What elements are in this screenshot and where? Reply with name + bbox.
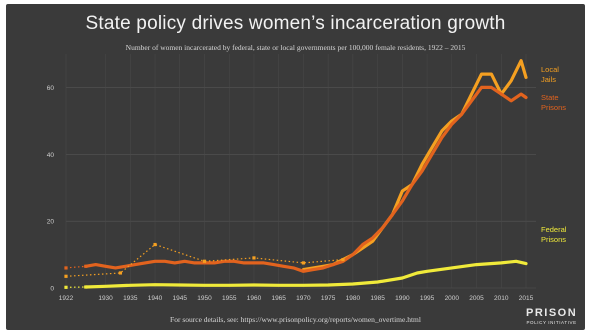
data-point-marker [84, 264, 88, 268]
x-tick-label: 1950 [197, 295, 212, 302]
x-tick-label: 1975 [321, 295, 336, 302]
x-tick-label: 1922 [59, 295, 74, 302]
y-tick-label: 40 [47, 152, 55, 159]
x-tick-label: 1935 [123, 295, 138, 302]
dotted-series-line [65, 265, 86, 269]
data-point-marker [341, 257, 345, 262]
data-point-marker [84, 285, 88, 289]
logo-sub-text: POLICY INITIATIVE [526, 320, 577, 325]
series-line [301, 59, 528, 272]
x-tick-label: 1995 [420, 295, 435, 302]
data-point-marker [118, 271, 123, 275]
x-tick-label: 2010 [494, 295, 509, 302]
series-line [84, 85, 528, 273]
data-point-marker [301, 261, 306, 265]
prison-policy-logo: PRISON POLICY INITIATIVE [526, 308, 577, 328]
x-tick-label: 1990 [395, 295, 410, 302]
series-label: Prisons [541, 103, 566, 112]
x-tick-label: 1985 [370, 295, 385, 302]
data-point-marker [252, 256, 256, 260]
chart-subtitle: Number of women incarcerated by federal,… [125, 43, 466, 52]
x-tick-label: 2000 [445, 295, 460, 302]
x-tick-label: 2015 [519, 295, 534, 302]
logo-main-text: PRISON [526, 307, 578, 319]
source-note: For source details, see: https://www.pri… [170, 315, 421, 324]
y-tick-label: 60 [47, 85, 55, 92]
data-point-marker [64, 274, 68, 278]
x-tick-label: 1930 [98, 295, 113, 302]
series-label: State [541, 93, 559, 102]
series-label: Jails [541, 75, 556, 84]
x-tick-label: 1960 [247, 295, 262, 302]
series-line [84, 259, 528, 289]
x-tick-label: 1970 [296, 295, 311, 302]
x-tick-label: 1945 [173, 295, 188, 302]
x-tick-label: 1955 [222, 295, 237, 302]
series-label: Federal [541, 225, 567, 234]
chart-frame: State policy drives women’s incarceratio… [6, 4, 585, 330]
x-tick-label: 1965 [271, 295, 286, 302]
data-point-marker [202, 259, 207, 263]
chart-title: State policy drives women’s incarceratio… [85, 13, 506, 34]
data-point-marker [64, 285, 68, 289]
y-tick-label: 0 [50, 286, 54, 293]
series-label: Prisons [541, 235, 566, 244]
x-tick-label: 1980 [346, 295, 361, 302]
x-tick-label: 2005 [469, 295, 484, 302]
data-point-marker [153, 242, 157, 247]
x-tick-label: 1940 [148, 295, 163, 302]
series-label: Local [541, 65, 559, 74]
line-chart: 0 20 40 60 1922 1930 1935 1940 1945 1950 1955 1960 1… [47, 54, 567, 302]
y-tick-label: 20 [47, 219, 55, 226]
data-point-marker [64, 266, 68, 270]
